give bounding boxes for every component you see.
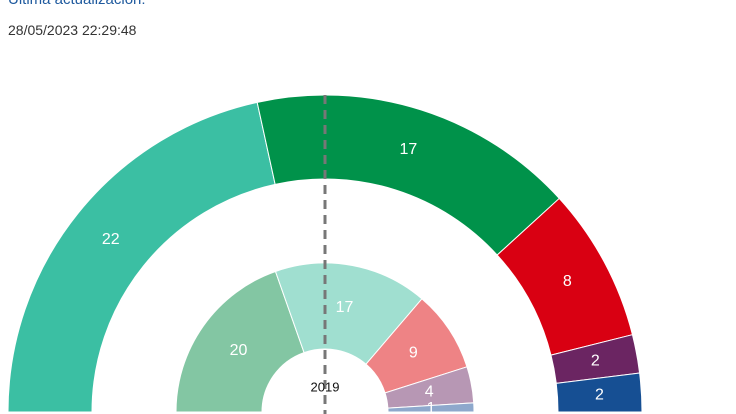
value-label: 9 — [409, 345, 418, 362]
value-label: 2 — [591, 353, 600, 370]
value-label: 8 — [563, 273, 572, 290]
value-label: 1 — [426, 400, 435, 414]
value-label: 22 — [102, 231, 120, 248]
seat-segment — [175, 270, 305, 413]
value-label: 17 — [399, 141, 417, 158]
value-label: 17 — [336, 299, 354, 316]
seat-segment — [274, 262, 423, 365]
seat-segment — [387, 402, 475, 413]
update-label: Última actualización: — [8, 0, 146, 8]
value-label: 20 — [230, 342, 248, 359]
ring-label: 2019 — [311, 379, 340, 394]
seat-segment — [256, 94, 560, 256]
update-timestamp: 28/05/2023 22:29:48 — [8, 22, 137, 38]
seat-segment — [555, 372, 643, 413]
value-label: 2 — [595, 386, 604, 403]
value-label: 4 — [425, 384, 434, 401]
